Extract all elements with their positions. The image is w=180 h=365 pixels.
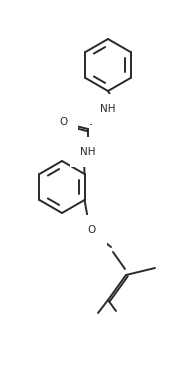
- Text: NH: NH: [80, 147, 96, 157]
- Text: NH: NH: [100, 104, 116, 114]
- Text: O: O: [88, 225, 96, 235]
- Text: O: O: [59, 117, 67, 127]
